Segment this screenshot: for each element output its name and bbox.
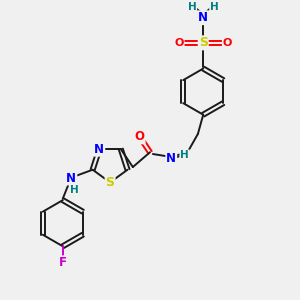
Text: O: O (174, 38, 184, 48)
Text: F: F (59, 256, 67, 269)
Text: N: N (66, 172, 76, 184)
Text: S: S (199, 36, 208, 49)
Text: N: N (198, 11, 208, 24)
Text: H: H (188, 2, 196, 12)
Text: H: H (210, 2, 219, 12)
Text: O: O (135, 130, 145, 143)
Text: N: N (166, 152, 176, 165)
Text: H: H (180, 150, 189, 160)
Text: O: O (223, 38, 232, 48)
Text: H: H (70, 185, 79, 195)
Text: S: S (106, 176, 115, 189)
Text: N: N (94, 143, 104, 156)
